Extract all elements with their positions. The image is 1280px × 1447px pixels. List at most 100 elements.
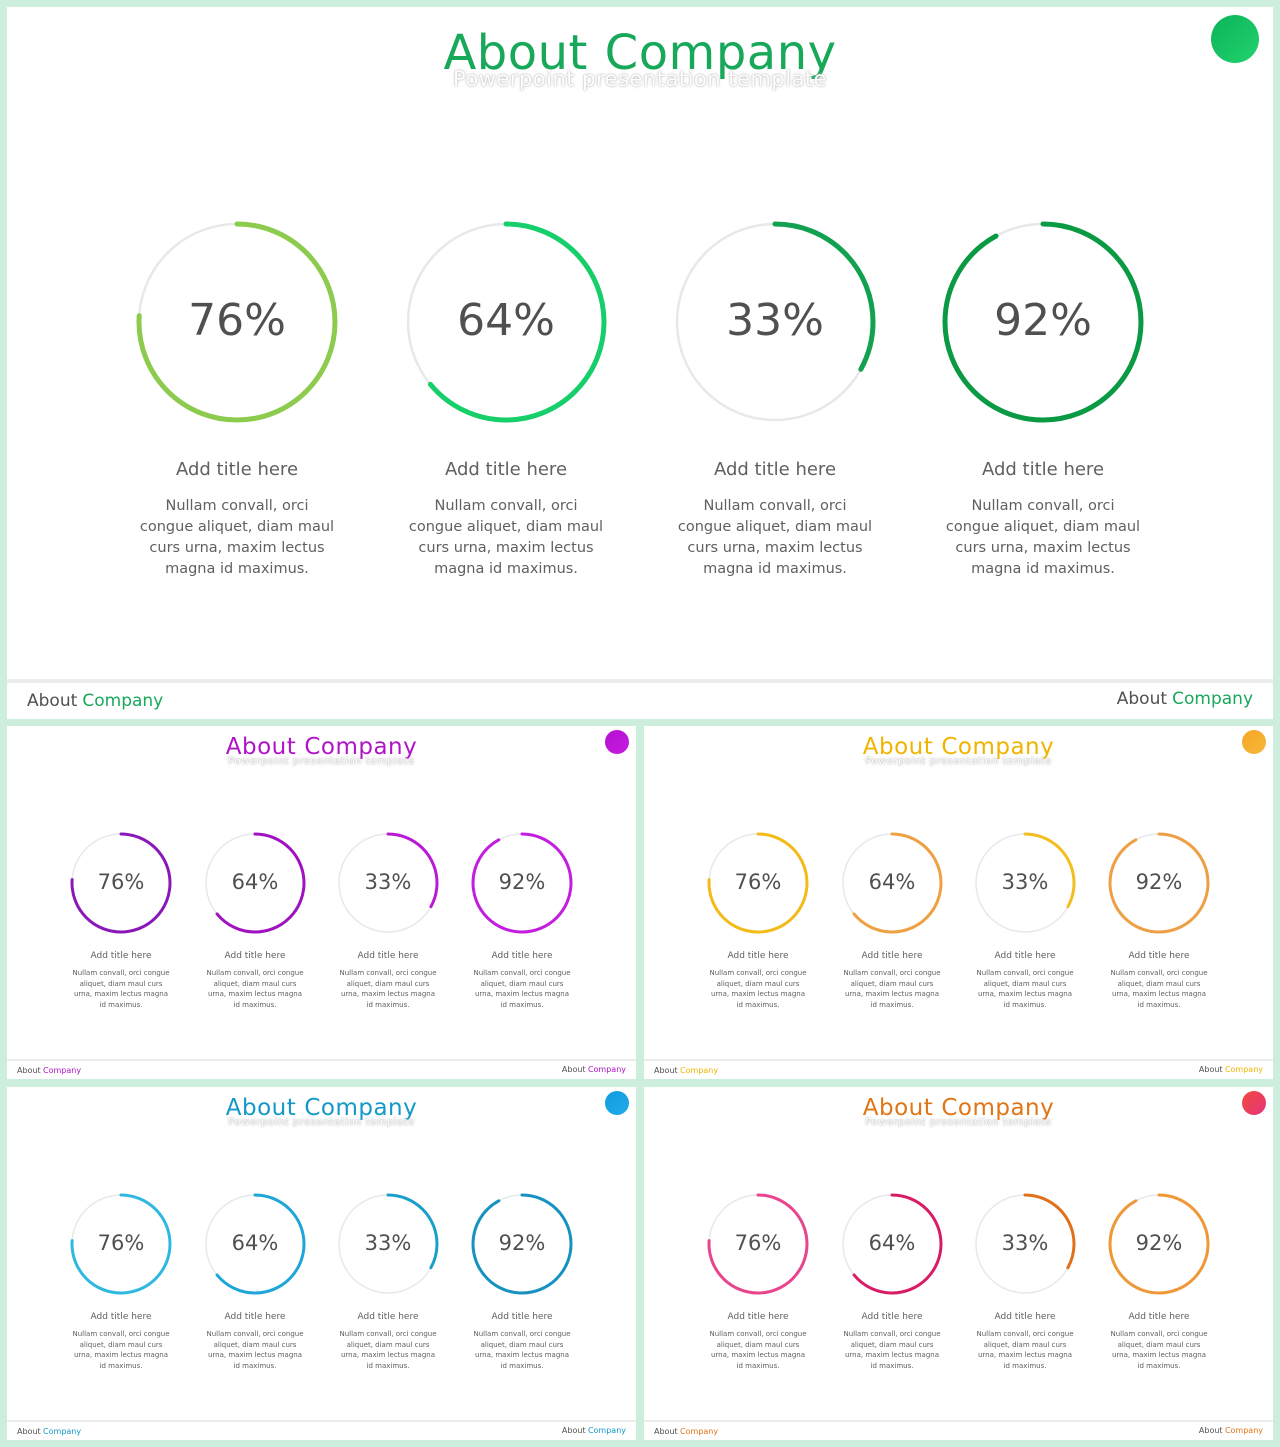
percent-value: 92%	[1135, 1231, 1183, 1256]
accent-dot	[1242, 730, 1266, 754]
footer-divider	[7, 679, 1273, 683]
progress-arc	[942, 221, 1144, 423]
metric-item: 76% Add title here Nullam convall, orci co…	[61, 1192, 181, 1370]
accent-dot	[605, 730, 629, 754]
metric-description: Nullam convall, orci congue aliquet, dia…	[473, 969, 571, 1009]
title-word-about: About	[225, 734, 297, 760]
footer-right: About Company	[1199, 1427, 1263, 1435]
metric-item: 92% Add title here Nullam convall, orci co…	[462, 1192, 582, 1370]
footer-right-word1: About	[1198, 1426, 1223, 1435]
metric-item: 76% Add title here Nullam convall, orci co…	[127, 219, 347, 577]
title-word-about: About	[862, 734, 934, 760]
metric-title: Add title here	[90, 951, 152, 961]
progress-arc	[70, 832, 172, 934]
metric-title: Add title here	[727, 951, 789, 961]
metric-title: Add title here	[1128, 1312, 1190, 1322]
metric-item: 92% Add title here Nullam convall, orci co…	[1099, 1192, 1219, 1370]
metric-title: Add title here	[175, 459, 299, 480]
footer-left-word1: About	[654, 1427, 678, 1436]
progress-arc	[337, 832, 439, 934]
percent-value: 76%	[188, 295, 286, 347]
progress-ring	[70, 1193, 172, 1295]
footer-left-word2: Company	[82, 691, 164, 711]
progress-ring	[136, 221, 338, 423]
metric-title: Add title here	[224, 951, 286, 961]
footer-left-word2: Company	[680, 1066, 719, 1075]
progress-ring	[1108, 832, 1210, 934]
progress-arc	[204, 832, 306, 934]
metrics-row: 76% Add title here Nullam convall, orci co…	[7, 726, 636, 1079]
footer-divider	[7, 1059, 636, 1061]
accent-dot	[1242, 1091, 1266, 1115]
percent-value: 76%	[734, 1231, 782, 1256]
slide-title: About Company	[644, 736, 1273, 759]
percent-value: 92%	[498, 870, 546, 895]
percent-value: 33%	[364, 1231, 412, 1256]
metric-item: 92% Add title here Nullam convall, orci co…	[933, 219, 1153, 577]
footer-divider	[644, 1059, 1273, 1061]
progress-arc	[136, 221, 338, 423]
metric-description: Nullam convall, orci congue aliquet, dia…	[408, 498, 604, 577]
progress-arc	[405, 221, 607, 423]
metric-description: Nullam convall, orci congue aliquet, dia…	[339, 969, 437, 1009]
metrics-row: 76% Add title here Nullam convall, orci co…	[644, 1087, 1273, 1440]
metric-title: Add title here	[861, 1312, 923, 1322]
footer-left-word2: Company	[680, 1427, 719, 1436]
metric-description: Nullam convall, orci congue aliquet, dia…	[976, 1330, 1074, 1370]
percent-value: 92%	[994, 295, 1092, 347]
progress-arc	[974, 1193, 1076, 1295]
footer-right-word2: Company	[1224, 1426, 1263, 1435]
metric-description: Nullam convall, orci congue aliquet, dia…	[139, 498, 335, 577]
footer-left: About Company	[27, 693, 163, 710]
metric-title: Add title here	[444, 459, 568, 480]
progress-arc	[471, 832, 573, 934]
metric-item: 64% Add title here Nullam convall, orci co…	[195, 1192, 315, 1370]
progress-ring	[471, 1193, 573, 1295]
metric-item: 64% Add title here Nullam convall, orci co…	[832, 831, 952, 1009]
title-word-company: Company	[941, 734, 1055, 760]
metric-title: Add title here	[981, 459, 1105, 480]
footer-left-word2: Company	[43, 1066, 82, 1075]
slide-subtitle: Powerpoint presentation template	[865, 756, 1052, 767]
progress-ring	[471, 832, 573, 934]
metric-item: 64% Add title here Nullam convall, orci co…	[396, 219, 616, 577]
progress-ring	[674, 221, 876, 423]
progress-arc	[674, 221, 876, 423]
progress-ring	[974, 832, 1076, 934]
percent-value: 33%	[364, 870, 412, 895]
progress-ring	[841, 1193, 943, 1295]
footer-right: About Company	[1117, 691, 1253, 708]
metric-description: Nullam convall, orci congue aliquet, dia…	[843, 1330, 941, 1370]
metric-title: Add title here	[994, 1312, 1056, 1322]
progress-arc	[841, 832, 943, 934]
progress-arc	[974, 832, 1076, 934]
footer-left-word2: Company	[43, 1427, 82, 1436]
footer-divider	[644, 1420, 1273, 1422]
metric-description: Nullam convall, orci congue aliquet, dia…	[473, 1330, 571, 1370]
footer-right-word1: About	[561, 1065, 586, 1074]
percent-value: 76%	[734, 870, 782, 895]
metric-description: Nullam convall, orci congue aliquet, dia…	[709, 969, 807, 1009]
progress-ring	[1108, 1193, 1210, 1295]
footer-divider	[7, 1420, 636, 1422]
progress-arc	[841, 1193, 943, 1295]
footer-right-word2: Company	[1172, 689, 1253, 709]
percent-value: 92%	[498, 1231, 546, 1256]
title-word-about: About	[862, 1095, 934, 1121]
metric-item: 33% Add title here Nullam convall, orci co…	[965, 1192, 1085, 1370]
progress-ring	[405, 221, 607, 423]
metric-item: 76% Add title here Nullam convall, orci co…	[698, 1192, 818, 1370]
footer-right-word2: Company	[587, 1426, 626, 1435]
metric-item: 33% Add title here Nullam convall, orci co…	[328, 831, 448, 1009]
metric-description: Nullam convall, orci congue aliquet, dia…	[976, 969, 1074, 1009]
percent-value: 33%	[1001, 1231, 1049, 1256]
percent-value: 64%	[231, 870, 279, 895]
slide-blue: About Company Powerpoint presentation tem…	[7, 1087, 636, 1440]
metric-title: Add title here	[357, 951, 419, 961]
footer-right-word1: About	[1198, 1065, 1223, 1074]
percent-value: 92%	[1135, 870, 1183, 895]
footer-right-word2: Company	[587, 1065, 626, 1074]
progress-ring	[974, 1193, 1076, 1295]
footer-left-word1: About	[17, 1427, 41, 1436]
slide-title: About Company	[7, 1097, 636, 1120]
